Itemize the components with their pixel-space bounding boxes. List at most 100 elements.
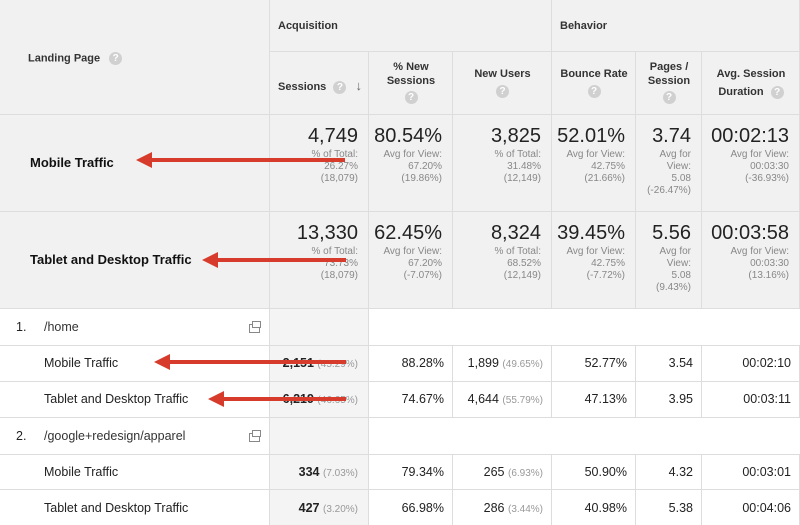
segment-cell: Tablet and Desktop Traffic	[0, 490, 270, 525]
arrow-head-icon	[136, 152, 152, 168]
help-icon[interactable]: ?	[770, 85, 784, 99]
page-row-header: 2. /google+redesign/apparel	[0, 418, 270, 455]
col-sessions-header[interactable]: Sessions ? ↓	[270, 52, 369, 115]
new-sessions-sub-label: Avg for View:	[383, 149, 442, 160]
sessions-sub-total: (18,079)	[320, 173, 358, 184]
pages-value: 3.74	[652, 125, 691, 147]
sessions-value: 427	[298, 501, 320, 515]
duration-header-label-2: Duration	[718, 86, 764, 98]
sessions-header-label: Sessions	[278, 81, 327, 93]
help-icon[interactable]: ?	[496, 84, 509, 98]
page-link[interactable]: /google+redesign/apparel	[44, 429, 186, 443]
summary-bounce-cell: 52.01% Avg for View: 42.75% (21.66%)	[552, 115, 636, 212]
pages-sub-label-2: View:	[666, 161, 691, 172]
duration-cell: 00:03:11	[702, 382, 800, 418]
summary-new-users-cell: 3,825 % of Total: 31.48% (12,149)	[453, 115, 552, 212]
duration-header-label-1: Avg. Session	[716, 68, 786, 80]
sessions-value: 334	[298, 465, 320, 479]
new-sessions-sub-value: 67.20%	[408, 258, 442, 269]
new-sessions-sub-label: Avg for View:	[383, 246, 442, 257]
new-sessions-value: 88.28%	[401, 356, 444, 370]
duration-value: 00:04:06	[742, 501, 791, 515]
pages-header-label-1: Pages /	[649, 61, 689, 73]
new-users-cell: 286 (3.44%)	[453, 490, 552, 525]
pages-sub-delta: (-26.47%)	[647, 185, 691, 196]
help-icon[interactable]: ?	[587, 84, 601, 98]
help-icon[interactable]: ?	[404, 90, 418, 104]
pages-value: 3.54	[668, 356, 693, 370]
new-sessions-cell: 66.98%	[369, 490, 453, 525]
landing-page-label: Landing Page	[28, 52, 101, 65]
bounce-cell: 50.90%	[552, 455, 636, 490]
segment-label: Tablet and Desktop Traffic	[44, 501, 189, 515]
new-users-sub-value: 31.48%	[507, 161, 541, 172]
new-users-value: 1,899	[467, 356, 499, 370]
sessions-pct: (3.20%)	[322, 504, 358, 515]
open-link-icon[interactable]	[249, 430, 261, 442]
arrow-head-icon	[208, 391, 224, 407]
summary-duration-cell: 00:03:58 Avg for View: 00:03:30 (13.16%)	[702, 212, 800, 309]
new-users-cell: 1,899 (49.65%)	[453, 346, 552, 382]
new-users-sub-label: % of Total:	[494, 246, 541, 257]
pages-cell: 5.38	[636, 490, 702, 525]
new-users-header-label: New Users	[474, 68, 531, 80]
arrow-head-icon	[154, 354, 170, 370]
new-sessions-value: 80.54%	[374, 125, 442, 147]
annotation-arrow	[208, 391, 346, 407]
pages-sub-label-1: Avg for	[659, 246, 692, 257]
duration-cell: 00:04:06	[702, 490, 800, 525]
new-users-value: 265	[483, 465, 505, 479]
bounce-value: 40.98%	[584, 501, 627, 515]
new-users-cell: 265 (6.93%)	[453, 455, 552, 490]
new-users-sub-label: % of Total:	[494, 149, 541, 160]
new-users-value: 8,324	[490, 222, 541, 244]
landing-page-header[interactable]: Landing Page ?	[0, 0, 270, 115]
help-icon[interactable]: ?	[109, 52, 123, 65]
new-sessions-value: 66.98%	[401, 501, 444, 515]
annotation-arrow	[202, 252, 346, 268]
sessions-value: 13,330	[296, 222, 358, 244]
sessions-cell: 2,151 (45.29%)	[270, 346, 369, 382]
new-sessions-sub-delta: (-7.07%)	[403, 270, 442, 281]
pages-value: 5.38	[668, 501, 693, 515]
acquisition-label: Acquisition	[278, 20, 338, 32]
new-users-sub-value: 68.52%	[507, 258, 541, 269]
bounce-value: 47.13%	[584, 392, 627, 406]
pages-sub-value: 5.08	[671, 173, 691, 184]
new-users-pct: (49.65%)	[502, 359, 543, 370]
sort-arrow-down-icon[interactable]: ↓	[355, 78, 362, 93]
col-pages-session-header[interactable]: Pages / Session ?	[636, 52, 702, 115]
bounce-cell: 47.13%	[552, 382, 636, 418]
pages-sub-value: 5.08	[671, 270, 691, 281]
duration-sub-value: 00:03:30	[750, 258, 789, 269]
open-link-icon[interactable]	[249, 321, 261, 333]
new-users-value: 4,644	[467, 392, 499, 406]
sessions-sub-value: 73.73%	[324, 258, 358, 269]
page-link[interactable]: /home	[44, 320, 79, 334]
duration-sub-label: Avg for View:	[730, 149, 789, 160]
pages-sub-label-1: Avg for	[659, 149, 692, 160]
duration-sub-value: 00:03:30	[750, 161, 789, 172]
bounce-sub-delta: (-7.72%)	[586, 270, 625, 281]
help-icon[interactable]: ?	[662, 90, 676, 104]
summary-duration-cell: 00:02:13 Avg for View: 00:03:30 (-36.93%…	[702, 115, 800, 212]
arrow-head-icon	[202, 252, 218, 268]
bounce-sub-label: Avg for View:	[566, 246, 625, 257]
new-sessions-sub-value: 67.20%	[408, 161, 442, 172]
segment-label: Tablet and Desktop Traffic	[30, 252, 192, 267]
new-users-pct: (3.44%)	[507, 504, 543, 515]
bounce-cell: 52.77%	[552, 346, 636, 382]
duration-value: 00:03:58	[711, 222, 789, 244]
col-bounce-rate-header[interactable]: Bounce Rate ?	[552, 52, 636, 115]
col-new-sessions-header[interactable]: % New Sessions ?	[369, 52, 453, 115]
segment-label: Mobile Traffic	[30, 155, 114, 170]
col-duration-header[interactable]: Avg. Session Duration ?	[702, 52, 800, 115]
pages-cell: 3.95	[636, 382, 702, 418]
new-sessions-cell: 79.34%	[369, 455, 453, 490]
col-new-users-header[interactable]: New Users ?	[453, 52, 552, 115]
help-icon[interactable]: ?	[333, 80, 347, 94]
sessions-spacer	[270, 418, 369, 455]
bounce-sub-value: 42.75%	[591, 258, 625, 269]
bounce-rate-header-label: Bounce Rate	[560, 68, 628, 80]
bounce-cell: 40.98%	[552, 490, 636, 525]
